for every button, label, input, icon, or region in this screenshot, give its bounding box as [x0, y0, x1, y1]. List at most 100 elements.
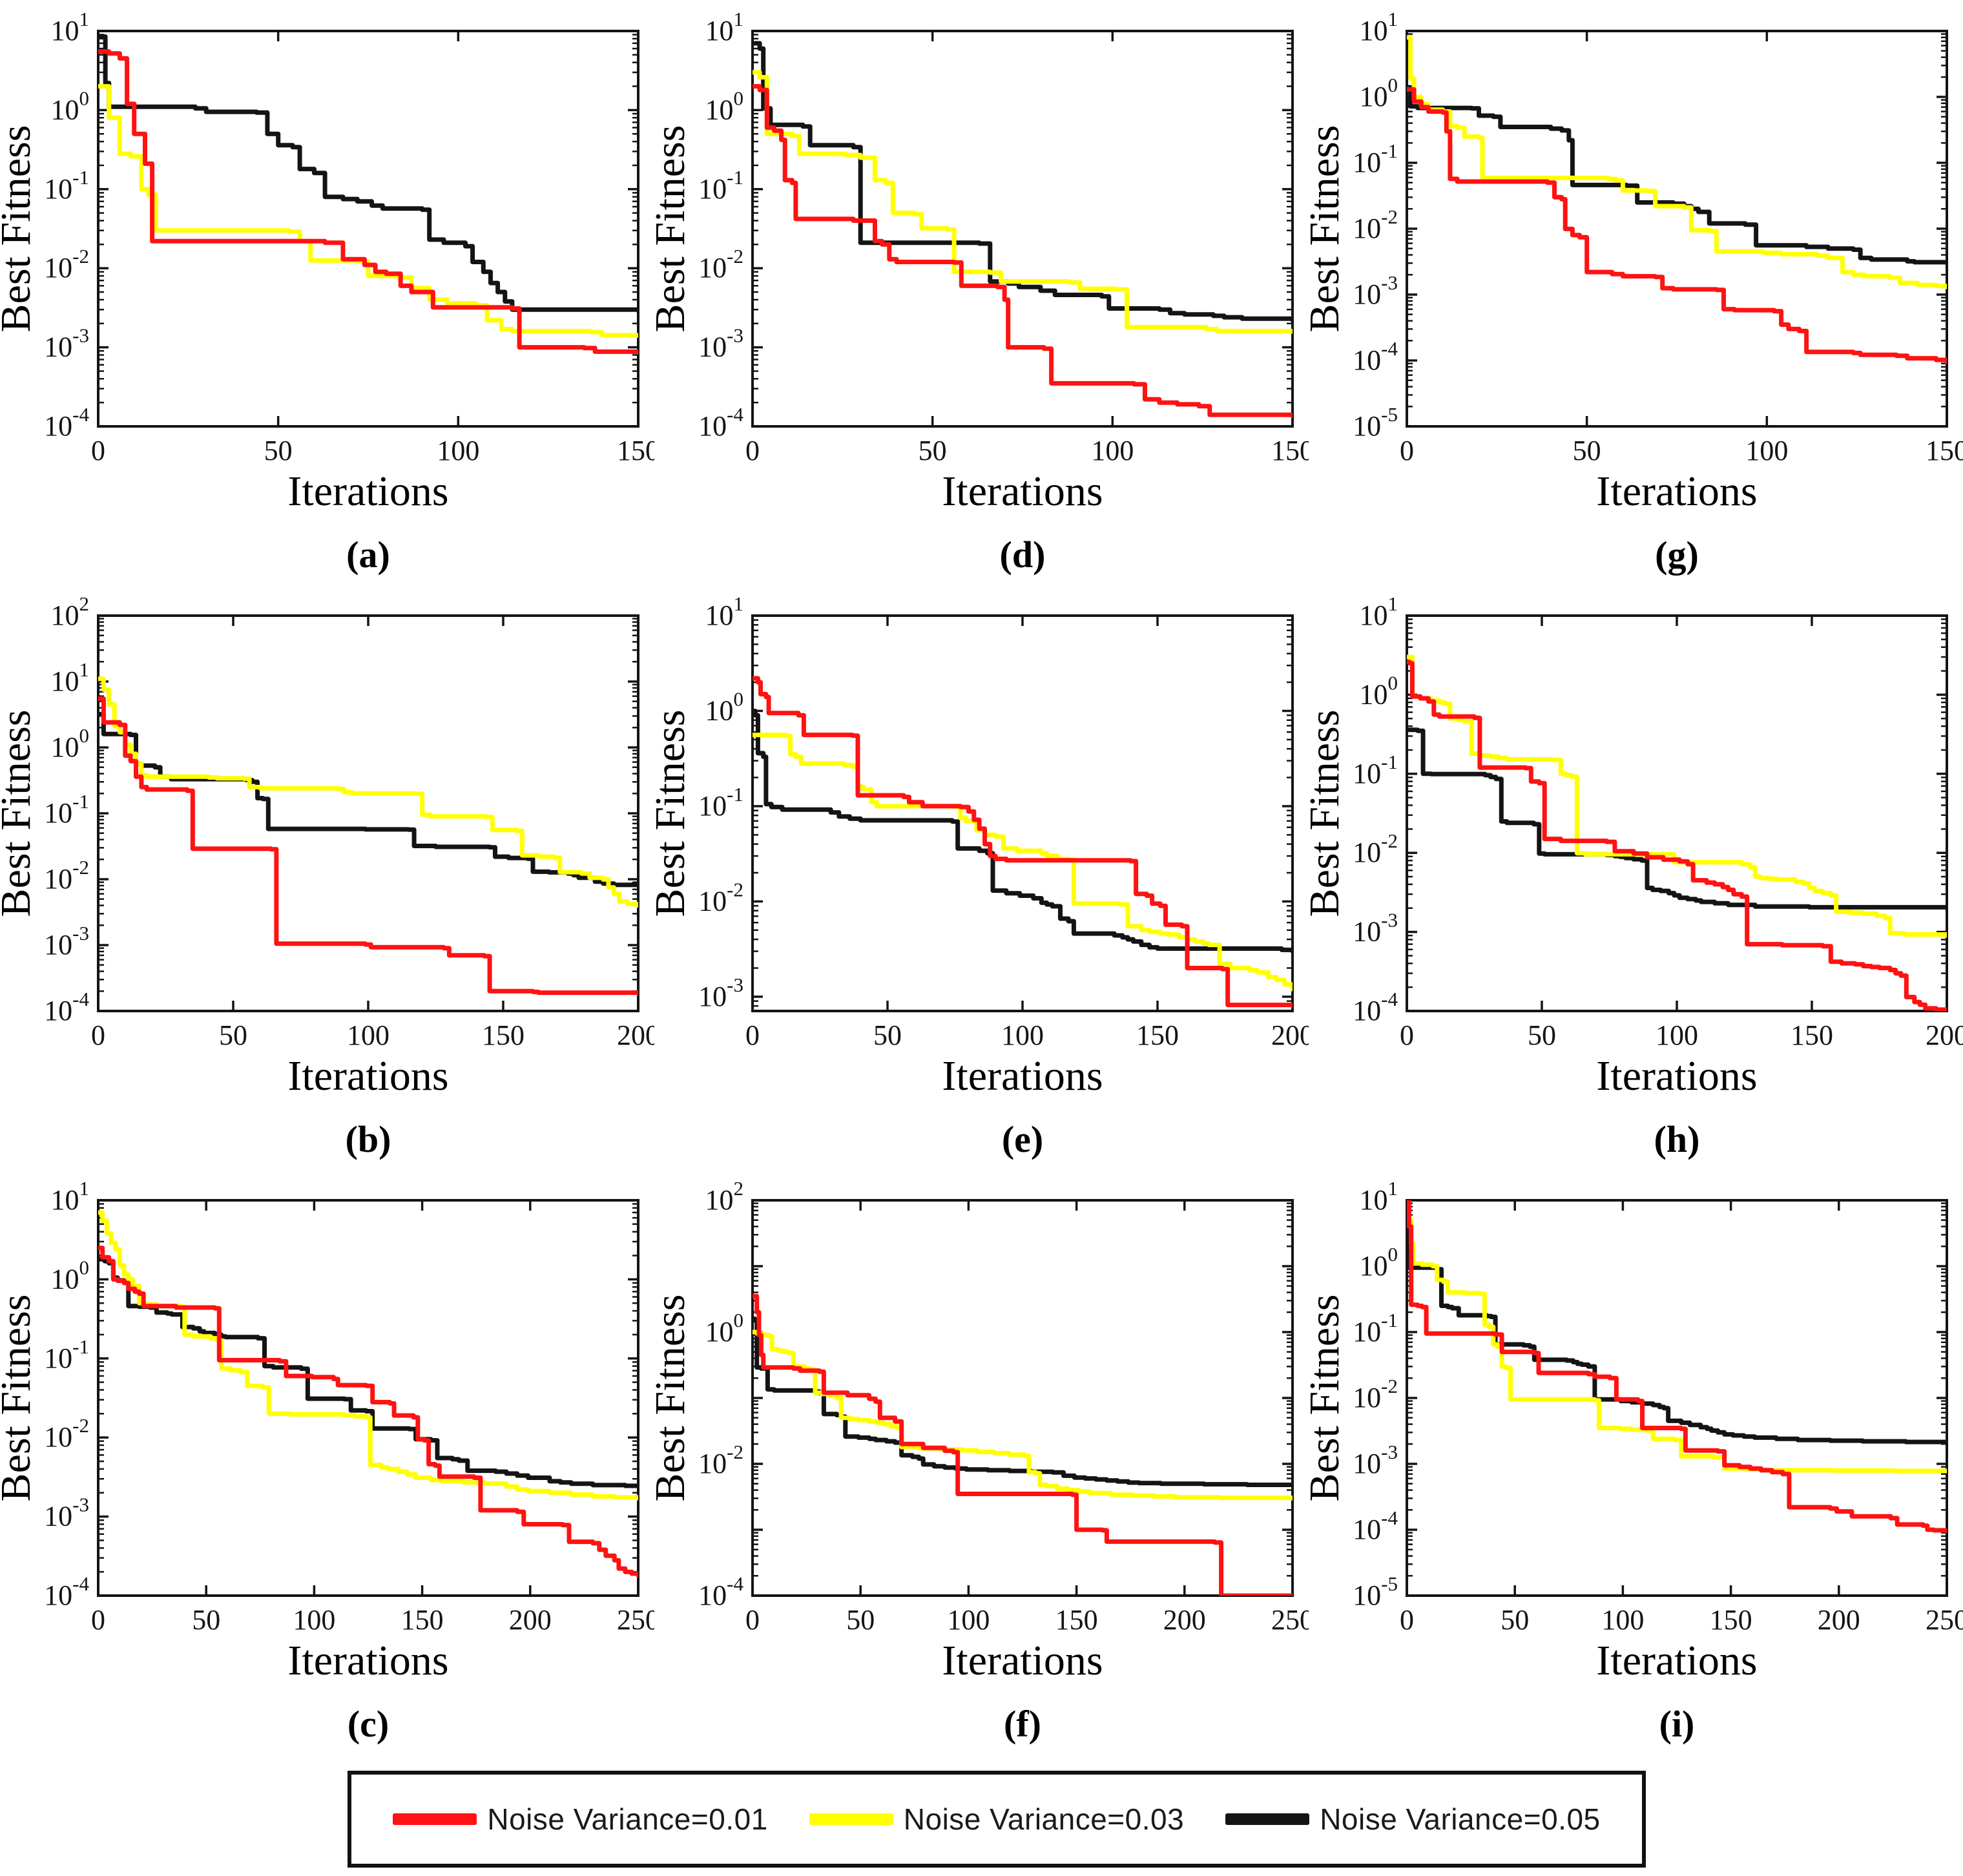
svg-text:101: 101 [705, 8, 744, 47]
svg-text:Iterations: Iterations [1596, 1052, 1757, 1100]
chart-b-canvas: 0 50 100 150 200 10-4 10-3 10-2 10-1 100 101 102 Ite… [0, 592, 654, 1160]
black-line-swatch-icon [1225, 1813, 1310, 1825]
svg-text:150: 150 [1791, 1019, 1833, 1051]
svg-text:101: 101 [51, 8, 90, 47]
svg-text:10-1: 10-1 [1353, 140, 1398, 178]
svg-text:Iterations: Iterations [942, 1637, 1103, 1684]
svg-text:Best Fitness: Best Fitness [654, 710, 694, 917]
svg-text:150: 150 [1710, 1604, 1752, 1636]
svg-text:50: 50 [1501, 1604, 1529, 1636]
svg-text:100: 100 [1601, 1604, 1644, 1636]
svg-text:Best Fitness: Best Fitness [1309, 1295, 1348, 1502]
svg-text:150: 150 [1136, 1019, 1179, 1051]
svg-text:50: 50 [1573, 435, 1601, 466]
svg-text:200: 200 [617, 1019, 654, 1051]
svg-text:100: 100 [1360, 74, 1398, 112]
svg-text:10-3: 10-3 [1353, 271, 1398, 310]
chart-f-canvas: 0 50 100 150 200 250 10-4 10-2 100 102 Iterations B… [654, 1177, 1309, 1745]
svg-text:50: 50 [919, 435, 947, 466]
svg-text:10-1: 10-1 [44, 1335, 89, 1374]
svg-text:Iterations: Iterations [942, 468, 1103, 515]
svg-text:100: 100 [947, 1604, 990, 1636]
svg-text:200: 200 [1271, 1019, 1309, 1051]
svg-text:100: 100 [1001, 1019, 1044, 1051]
svg-text:10-3: 10-3 [44, 324, 89, 363]
svg-text:101: 101 [1360, 592, 1398, 631]
svg-text:10-3: 10-3 [44, 922, 89, 961]
svg-text:100: 100 [51, 87, 90, 125]
svg-text:10-1: 10-1 [698, 166, 743, 205]
svg-text:101: 101 [51, 1177, 90, 1216]
svg-text:10-2: 10-2 [698, 245, 743, 284]
svg-text:100: 100 [347, 1019, 389, 1051]
svg-text:200: 200 [509, 1604, 552, 1636]
svg-text:(h): (h) [1654, 1118, 1700, 1160]
yellow-line-swatch-icon [809, 1813, 893, 1825]
svg-text:(c): (c) [348, 1703, 389, 1745]
svg-text:10-2: 10-2 [44, 245, 89, 284]
svg-text:100: 100 [51, 1256, 90, 1295]
legend-item-nv005: Noise Variance=0.05 [1225, 1802, 1600, 1837]
svg-text:Iterations: Iterations [942, 1052, 1103, 1100]
chart-h: 0 50 100 150 200 10-4 10-3 10-2 10-1 100 101 Iterat… [1309, 585, 1963, 1169]
legend-item-nv001: Noise Variance=0.01 [393, 1802, 767, 1837]
svg-text:50: 50 [192, 1604, 220, 1636]
svg-text:Iterations: Iterations [1596, 1637, 1757, 1684]
svg-text:0: 0 [91, 1604, 105, 1636]
chart-d: 0 50 100 150 10-4 10-3 10-2 10-1 100 101 Iteration… [654, 0, 1309, 585]
legend-label: Noise Variance=0.01 [487, 1802, 768, 1836]
svg-text:250: 250 [1271, 1604, 1309, 1636]
svg-text:(f): (f) [1004, 1703, 1041, 1745]
svg-text:100: 100 [705, 1309, 744, 1348]
svg-text:150: 150 [1055, 1604, 1098, 1636]
svg-text:10-1: 10-1 [44, 166, 89, 205]
legend-label: Noise Variance=0.03 [903, 1802, 1185, 1836]
svg-text:Best Fitness: Best Fitness [654, 125, 694, 333]
svg-text:10-4: 10-4 [1353, 337, 1398, 376]
chart-grid: 0 50 100 150 10-4 10-3 10-2 10-1 100 101 Iteration… [0, 0, 1963, 1745]
svg-text:10-2: 10-2 [698, 878, 743, 917]
svg-text:Iterations: Iterations [1596, 468, 1757, 515]
svg-text:100: 100 [705, 87, 744, 125]
svg-text:0: 0 [745, 435, 760, 466]
legend-label: Noise Variance=0.05 [1320, 1802, 1601, 1836]
svg-text:Best Fitness: Best Fitness [0, 1295, 39, 1502]
legend-box: Noise Variance=0.01 Noise Variance=0.03 … [348, 1771, 1646, 1868]
svg-text:100: 100 [1656, 1019, 1698, 1051]
svg-text:10-3: 10-3 [44, 1494, 89, 1532]
svg-text:10-3: 10-3 [698, 974, 743, 1012]
svg-text:Best Fitness: Best Fitness [654, 1295, 694, 1502]
svg-text:150: 150 [1926, 435, 1963, 466]
svg-text:10-4: 10-4 [698, 1572, 743, 1611]
svg-text:250: 250 [617, 1604, 654, 1636]
svg-text:10-1: 10-1 [44, 790, 89, 829]
svg-text:101: 101 [1360, 1177, 1398, 1216]
chart-g-canvas: 0 50 100 150 10-5 10-4 10-3 10-2 10-1 100 101 Itera… [1309, 8, 1963, 576]
svg-text:101: 101 [51, 658, 90, 697]
svg-text:(i): (i) [1659, 1703, 1695, 1745]
svg-text:(a): (a) [346, 534, 390, 576]
svg-text:100: 100 [1360, 671, 1398, 710]
svg-text:0: 0 [91, 435, 105, 466]
chart-e-canvas: 0 50 100 150 200 10-3 10-2 10-1 100 101 Iterations… [654, 592, 1309, 1160]
svg-text:50: 50 [846, 1604, 875, 1636]
svg-text:250: 250 [1926, 1604, 1963, 1636]
svg-text:200: 200 [1818, 1604, 1860, 1636]
svg-text:10-5: 10-5 [1353, 403, 1398, 442]
chart-a-canvas: 0 50 100 150 10-4 10-3 10-2 10-1 100 101 Iteration… [0, 8, 654, 576]
svg-text:0: 0 [1400, 1019, 1414, 1051]
chart-d-canvas: 0 50 100 150 10-4 10-3 10-2 10-1 100 101 Iteration… [654, 8, 1309, 576]
red-line-swatch-icon [393, 1813, 477, 1825]
svg-text:(b): (b) [346, 1118, 391, 1160]
svg-text:Iterations: Iterations [287, 468, 448, 515]
svg-text:100: 100 [437, 435, 479, 466]
legend-item-nv003: Noise Variance=0.03 [809, 1802, 1184, 1837]
svg-text:10-4: 10-4 [1353, 988, 1398, 1027]
svg-text:Best Fitness: Best Fitness [1309, 710, 1348, 917]
svg-text:(g): (g) [1655, 534, 1699, 576]
svg-text:(d): (d) [1000, 534, 1046, 576]
svg-text:10-3: 10-3 [1353, 1441, 1398, 1479]
svg-text:10-4: 10-4 [44, 988, 89, 1027]
chart-i-canvas: 0 50 100 150 200 250 10-5 10-4 10-3 10-2 10-1 100 10… [1309, 1177, 1963, 1745]
chart-g: 0 50 100 150 10-5 10-4 10-3 10-2 10-1 100 101 Itera… [1309, 0, 1963, 585]
